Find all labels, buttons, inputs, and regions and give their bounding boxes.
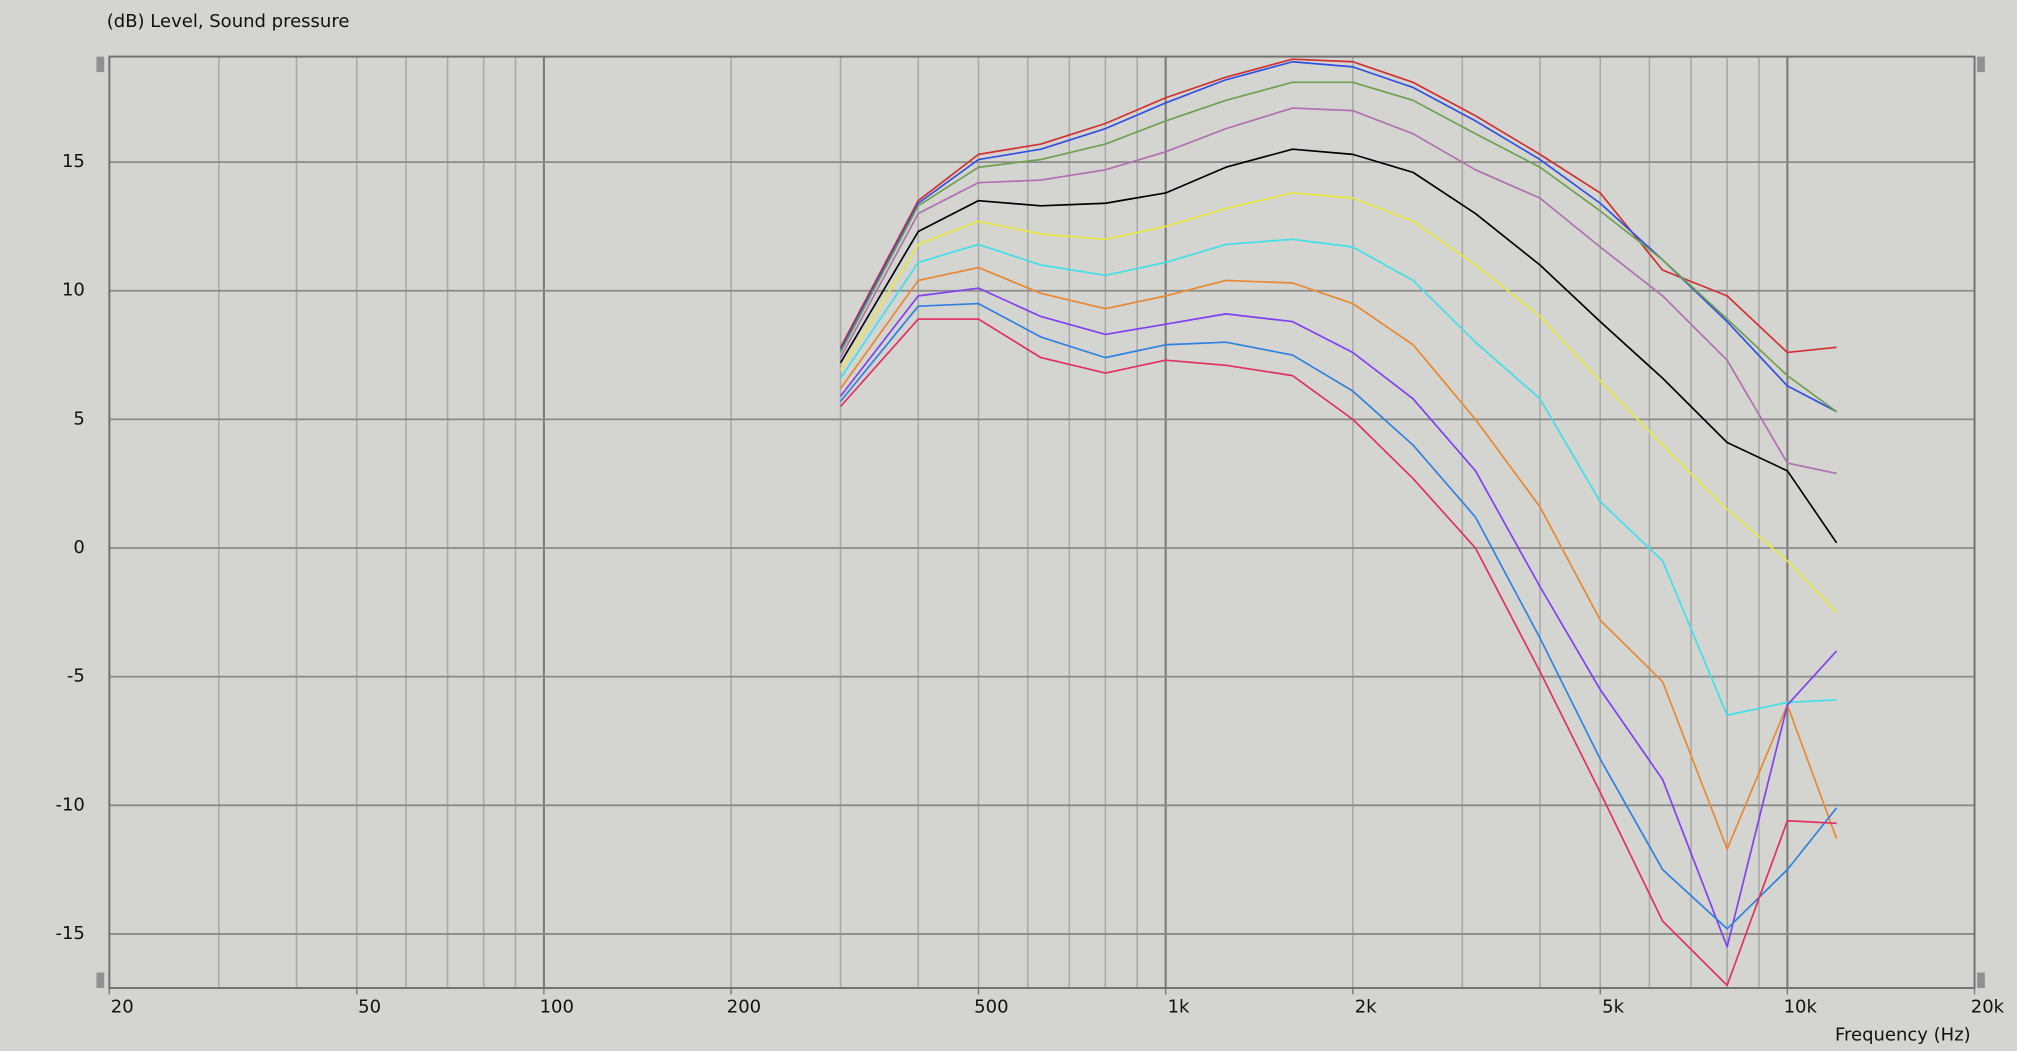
y-tick-label: -5: [67, 666, 85, 687]
x-tick-label: 20: [111, 996, 134, 1017]
x-tick-label: 2k: [1355, 996, 1377, 1017]
y-tick-label: 5: [73, 408, 84, 429]
series-line: [839, 148, 1838, 544]
x-axis-label: Frequency (Hz): [1835, 1025, 1971, 1046]
y-tick-label: 15: [62, 151, 85, 172]
series-line: [839, 238, 1837, 717]
y-tick-label: 10: [62, 280, 85, 301]
handle: [96, 972, 105, 988]
handle: [96, 56, 105, 73]
chart-title: (dB) Level, Sound pressure: [107, 11, 350, 32]
x-tick-label: 20k: [1971, 996, 2005, 1017]
series-line: [839, 287, 1838, 948]
y-tick-label: -10: [55, 794, 84, 815]
handle: [1977, 972, 1985, 988]
series-line: [839, 302, 1838, 930]
x-tick-label: 200: [727, 996, 761, 1017]
y-tick-label: 0: [73, 537, 84, 558]
series-line: [839, 266, 1838, 850]
plot-lines: [839, 58, 1838, 987]
series-line: [839, 81, 1838, 413]
handle: [1977, 56, 1985, 73]
x-tick-label: 500: [974, 996, 1008, 1017]
x-tick-label: 10k: [1784, 996, 1818, 1017]
grid: [108, 56, 1975, 988]
x-tick-label: 1k: [1168, 996, 1190, 1017]
y-tick-label: -15: [55, 923, 84, 944]
series-line: [839, 192, 1838, 613]
x-tick-label: 5k: [1602, 996, 1624, 1017]
plot-border: [108, 55, 1976, 989]
x-tick-label: 100: [540, 996, 574, 1017]
series-line: [839, 318, 1837, 987]
series-line: [839, 107, 1837, 475]
x-tick-label: 50: [358, 996, 381, 1017]
